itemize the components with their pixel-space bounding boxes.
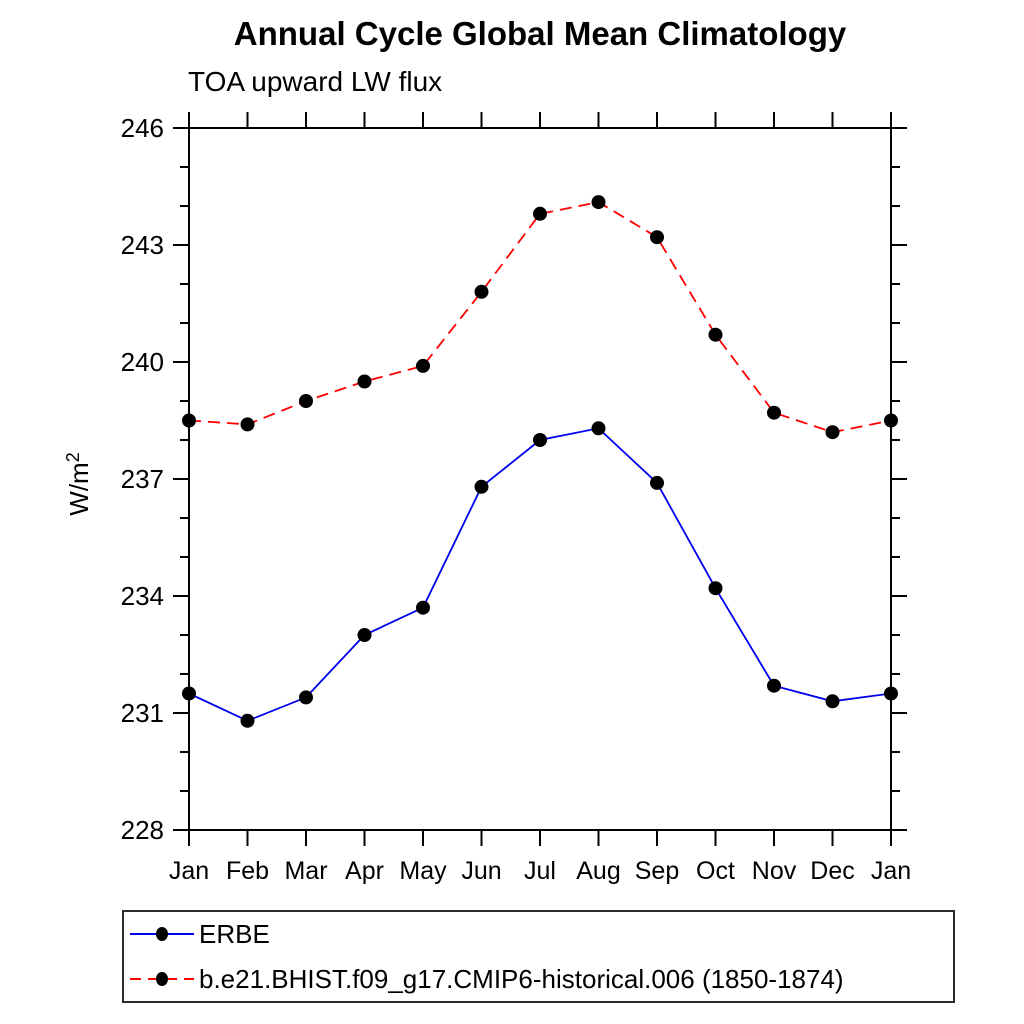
data-point-marker-s0 bbox=[533, 433, 547, 447]
chart-title: Annual Cycle Global Mean Climatology bbox=[233, 15, 847, 52]
data-point-marker-s0 bbox=[299, 690, 313, 705]
data-point-marker-s1 bbox=[650, 230, 664, 245]
data-point-marker-s0 bbox=[591, 421, 606, 436]
y-tick-label: 228 bbox=[121, 815, 164, 845]
data-point-marker-s0 bbox=[182, 686, 196, 701]
x-tick-label: Aug bbox=[576, 857, 620, 885]
x-tick-label: Mar bbox=[284, 857, 327, 885]
data-point-marker-s1 bbox=[240, 417, 255, 432]
data-point-marker-s0 bbox=[650, 475, 664, 490]
data-point-marker-s0 bbox=[474, 479, 489, 494]
x-tick-label: Sep bbox=[635, 857, 679, 885]
series-line-0 bbox=[188, 427, 892, 722]
y-tick-label: 234 bbox=[121, 581, 164, 611]
y-tick-label: 231 bbox=[121, 698, 164, 728]
data-point-marker-s0 bbox=[416, 600, 430, 615]
x-tick-label: Feb bbox=[226, 857, 269, 885]
data-point-marker-s1 bbox=[591, 195, 606, 210]
data-point-marker-s1 bbox=[299, 394, 313, 408]
x-tick-label: Jan bbox=[871, 857, 911, 885]
legend-marker-icon bbox=[156, 971, 168, 986]
data-point-marker-s1 bbox=[474, 284, 489, 299]
y-tick-label: 240 bbox=[121, 347, 164, 377]
plot-border bbox=[188, 127, 892, 831]
legend-sample-erbe bbox=[130, 927, 194, 942]
series-line-1 bbox=[188, 201, 892, 434]
x-tick-label: May bbox=[399, 857, 447, 885]
legend-label-erbe: ERBE bbox=[199, 919, 270, 950]
legend-sample-model bbox=[130, 971, 194, 986]
data-point-marker-s0 bbox=[767, 678, 781, 693]
data-point-marker-s1 bbox=[825, 425, 840, 440]
y-tick-label: 237 bbox=[121, 464, 164, 494]
data-point-marker-s0 bbox=[357, 628, 372, 642]
x-tick-label: Oct bbox=[696, 857, 735, 885]
data-point-marker-s0 bbox=[708, 581, 723, 596]
data-point-marker-s1 bbox=[767, 405, 781, 420]
data-point-marker-s1 bbox=[357, 374, 372, 389]
x-tick-label: Apr bbox=[345, 857, 384, 885]
x-tick-label: Jan bbox=[169, 857, 209, 885]
y-tick-label: 243 bbox=[121, 230, 164, 260]
x-tick-label: Dec bbox=[810, 857, 854, 885]
data-point-marker-s1 bbox=[416, 358, 430, 373]
y-axis-label: W/m2 bbox=[63, 452, 94, 515]
x-tick-label: Jun bbox=[461, 857, 501, 885]
data-point-marker-s1 bbox=[182, 413, 196, 428]
legend-marker-icon bbox=[156, 927, 168, 942]
data-point-marker-s1 bbox=[884, 413, 898, 428]
data-point-marker-s1 bbox=[708, 327, 723, 342]
data-point-marker-s1 bbox=[533, 206, 547, 221]
chart-subtitle: TOA upward LW flux bbox=[188, 66, 443, 97]
legend: ERBE b.e21.BHIST.f09_g17.CMIP6-historica… bbox=[122, 910, 955, 1003]
legend-label-model: b.e21.BHIST.f09_g17.CMIP6-historical.006… bbox=[199, 963, 844, 994]
data-point-marker-s0 bbox=[825, 694, 840, 709]
x-tick-label: Jul bbox=[524, 857, 556, 885]
legend-item-model: b.e21.BHIST.f09_g17.CMIP6-historical.006… bbox=[124, 964, 953, 994]
x-tick-label: Nov bbox=[752, 857, 797, 885]
y-tick-label: 246 bbox=[121, 113, 164, 143]
data-point-marker-s0 bbox=[240, 713, 255, 728]
data-point-marker-s0 bbox=[884, 686, 898, 701]
legend-item-erbe: ERBE bbox=[124, 919, 953, 949]
